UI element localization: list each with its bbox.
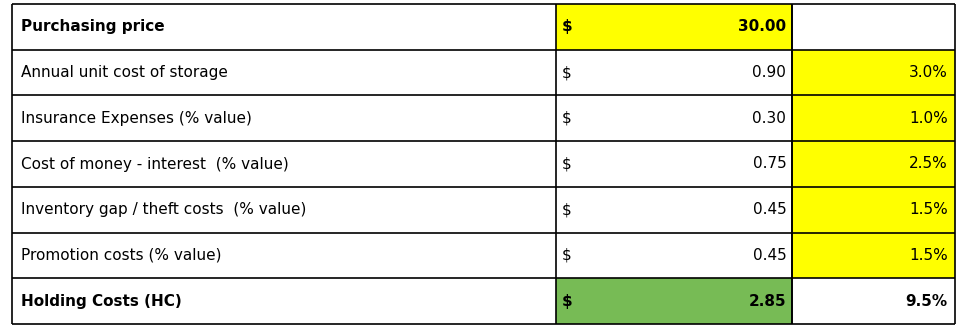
Text: 0.45: 0.45 <box>752 248 786 263</box>
Bar <box>12 95 556 141</box>
Text: $: $ <box>562 156 571 172</box>
Text: Promotion costs (% value): Promotion costs (% value) <box>21 248 221 263</box>
Bar <box>12 141 556 187</box>
Text: 1.5%: 1.5% <box>909 202 948 217</box>
Text: 2.85: 2.85 <box>748 294 786 309</box>
Text: 0.30: 0.30 <box>752 111 786 126</box>
Text: $: $ <box>562 248 571 263</box>
Bar <box>12 50 556 95</box>
Text: $: $ <box>562 19 572 34</box>
Text: Annual unit cost of storage: Annual unit cost of storage <box>21 65 228 80</box>
Text: 1.5%: 1.5% <box>909 248 948 263</box>
Bar <box>792 278 955 324</box>
Bar <box>792 141 955 187</box>
Text: 2.5%: 2.5% <box>909 156 948 172</box>
Bar <box>556 4 792 50</box>
Bar <box>792 233 955 278</box>
Text: Inventory gap / theft costs  (% value): Inventory gap / theft costs (% value) <box>21 202 307 217</box>
Text: Holding Costs (HC): Holding Costs (HC) <box>21 294 182 309</box>
Bar <box>792 4 955 50</box>
Text: Insurance Expenses (% value): Insurance Expenses (% value) <box>21 111 252 126</box>
Bar <box>12 187 556 233</box>
Bar <box>12 233 556 278</box>
Text: 0.45: 0.45 <box>752 202 786 217</box>
Text: 0.75: 0.75 <box>752 156 786 172</box>
Text: $: $ <box>562 294 572 309</box>
Text: 30.00: 30.00 <box>738 19 786 34</box>
Text: 0.90: 0.90 <box>752 65 786 80</box>
Bar <box>556 278 792 324</box>
Bar <box>12 4 556 50</box>
Bar <box>556 233 792 278</box>
Text: Cost of money - interest  (% value): Cost of money - interest (% value) <box>21 156 289 172</box>
Text: 1.0%: 1.0% <box>909 111 948 126</box>
Text: $: $ <box>562 111 571 126</box>
Text: Purchasing price: Purchasing price <box>21 19 165 34</box>
Text: $: $ <box>562 65 571 80</box>
Bar <box>12 278 556 324</box>
Bar <box>556 141 792 187</box>
Bar <box>556 95 792 141</box>
Text: 3.0%: 3.0% <box>909 65 948 80</box>
Bar <box>556 187 792 233</box>
Text: $: $ <box>562 202 571 217</box>
Bar <box>792 50 955 95</box>
Bar <box>792 187 955 233</box>
Text: 9.5%: 9.5% <box>905 294 948 309</box>
Bar <box>556 50 792 95</box>
Bar <box>792 95 955 141</box>
